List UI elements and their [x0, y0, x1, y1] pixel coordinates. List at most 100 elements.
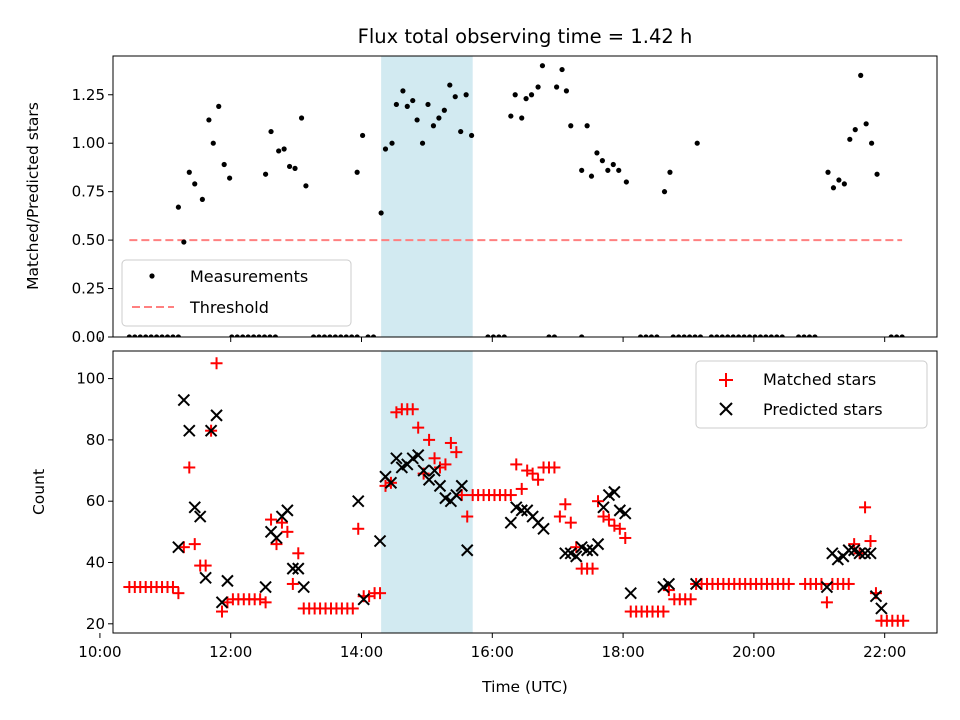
matched-star-point [820, 596, 833, 609]
measurement-point [251, 334, 257, 337]
matched-star-point [684, 593, 697, 606]
measurement-point [210, 140, 216, 146]
x-tick-label: 16:00 [471, 643, 514, 661]
predicted-star-point [352, 494, 365, 508]
predicted-stars-points [172, 393, 888, 615]
predicted-star-point [281, 504, 294, 517]
measurement-point [806, 334, 813, 337]
matched-star-point [172, 587, 185, 600]
measurement-point [267, 334, 273, 337]
bottom-highlight-span [381, 351, 473, 633]
measurement-point [858, 72, 864, 78]
bottom-ticks: 20 40 60 80 100 10:00 12:00 14:00 16:00 18:00 20:0… [76, 370, 906, 661]
chart-title: Flux total observing time = 1.42 h [358, 25, 693, 48]
predicted-star-point [215, 596, 229, 609]
measurement-point [623, 179, 629, 185]
measurement-point [501, 334, 507, 337]
measurement-point [801, 334, 807, 337]
measurement-point [410, 97, 416, 104]
matched-star-point [210, 357, 223, 370]
predicted-star-point [390, 452, 403, 465]
legend-measurements-label: Measurements [190, 267, 308, 286]
x-tick-label: 12:00 [209, 643, 252, 661]
predicted-star-point [357, 593, 370, 606]
matched-star-point [613, 522, 626, 535]
matched-star-point [586, 562, 599, 575]
top-y-tick-label: 0.00 [72, 328, 105, 346]
predicted-star-point [210, 409, 223, 422]
measurement-point [795, 334, 802, 337]
matched-star-point [270, 538, 283, 551]
predicted-star-point [221, 574, 234, 588]
top-y-tick-label: 1.25 [72, 86, 105, 104]
measurement-point [281, 146, 287, 152]
predicted-star-point [537, 522, 550, 535]
measurement-point [746, 334, 753, 337]
measurement-point [192, 181, 198, 187]
measurement-point [551, 334, 558, 337]
predicted-star-point [858, 547, 872, 560]
measurement-point [468, 132, 475, 139]
measurement-point [378, 210, 384, 216]
matched-star-point [526, 467, 539, 480]
bottom-frame [112, 350, 938, 634]
measurement-point [272, 334, 279, 337]
measurement-point [692, 334, 698, 337]
matched-star-point [439, 458, 452, 471]
matched-star-point [602, 513, 615, 526]
matched-star-point [570, 541, 583, 554]
measurement-point [863, 121, 869, 127]
matched-star-point [428, 452, 441, 465]
measurement-point [327, 334, 333, 337]
matched-star-point [215, 605, 228, 618]
measurement-point [579, 334, 585, 337]
measurement-point [463, 92, 469, 98]
legend-measurements-marker [149, 273, 155, 279]
predicted-star-point [384, 476, 398, 490]
measurement-point [670, 334, 676, 337]
predicted-star-point [461, 544, 474, 557]
x-tick-label: 18:00 [601, 643, 644, 661]
predicted-star-point [624, 586, 637, 600]
measurement-point [206, 117, 212, 123]
top-y-tick-label: 0.50 [72, 231, 105, 249]
measurement-point [496, 334, 502, 337]
measurement-point [779, 334, 785, 337]
measurement-point [508, 113, 514, 119]
measurement-point [240, 334, 246, 337]
matched-star-point [275, 516, 288, 529]
predicted-star-point [455, 479, 468, 493]
measurement-point [774, 334, 780, 337]
measurement-point [216, 103, 222, 109]
measurement-point [148, 334, 154, 337]
measurement-point [170, 334, 176, 337]
measurement-point [588, 173, 595, 179]
measurement-point [648, 334, 655, 337]
measurement-point [554, 84, 560, 90]
measurement-point [752, 334, 758, 337]
matched-star-point [782, 577, 795, 590]
matched-star-point [423, 433, 436, 446]
measurement-point [643, 334, 649, 337]
measurement-point [894, 334, 900, 337]
matched-star-point [815, 577, 828, 590]
matched-star-point [286, 577, 299, 590]
measurement-point [310, 334, 317, 337]
matched-star-point [548, 461, 561, 474]
measurement-point [681, 334, 687, 337]
predicted-star-point [820, 580, 834, 594]
measurement-point [768, 334, 774, 337]
x-tick-label: 22:00 [863, 643, 906, 661]
measurement-point [343, 334, 349, 337]
matched-star-point [504, 489, 517, 502]
predicted-star-point [559, 547, 572, 560]
measurement-point [229, 334, 235, 337]
measurement-point [888, 334, 894, 337]
measurement-point [393, 101, 399, 108]
predicted-star-point [259, 580, 272, 594]
measurement-point [637, 334, 644, 337]
matched-star-point [177, 541, 190, 554]
matched-star-point [553, 510, 566, 523]
measurement-point [528, 92, 535, 98]
